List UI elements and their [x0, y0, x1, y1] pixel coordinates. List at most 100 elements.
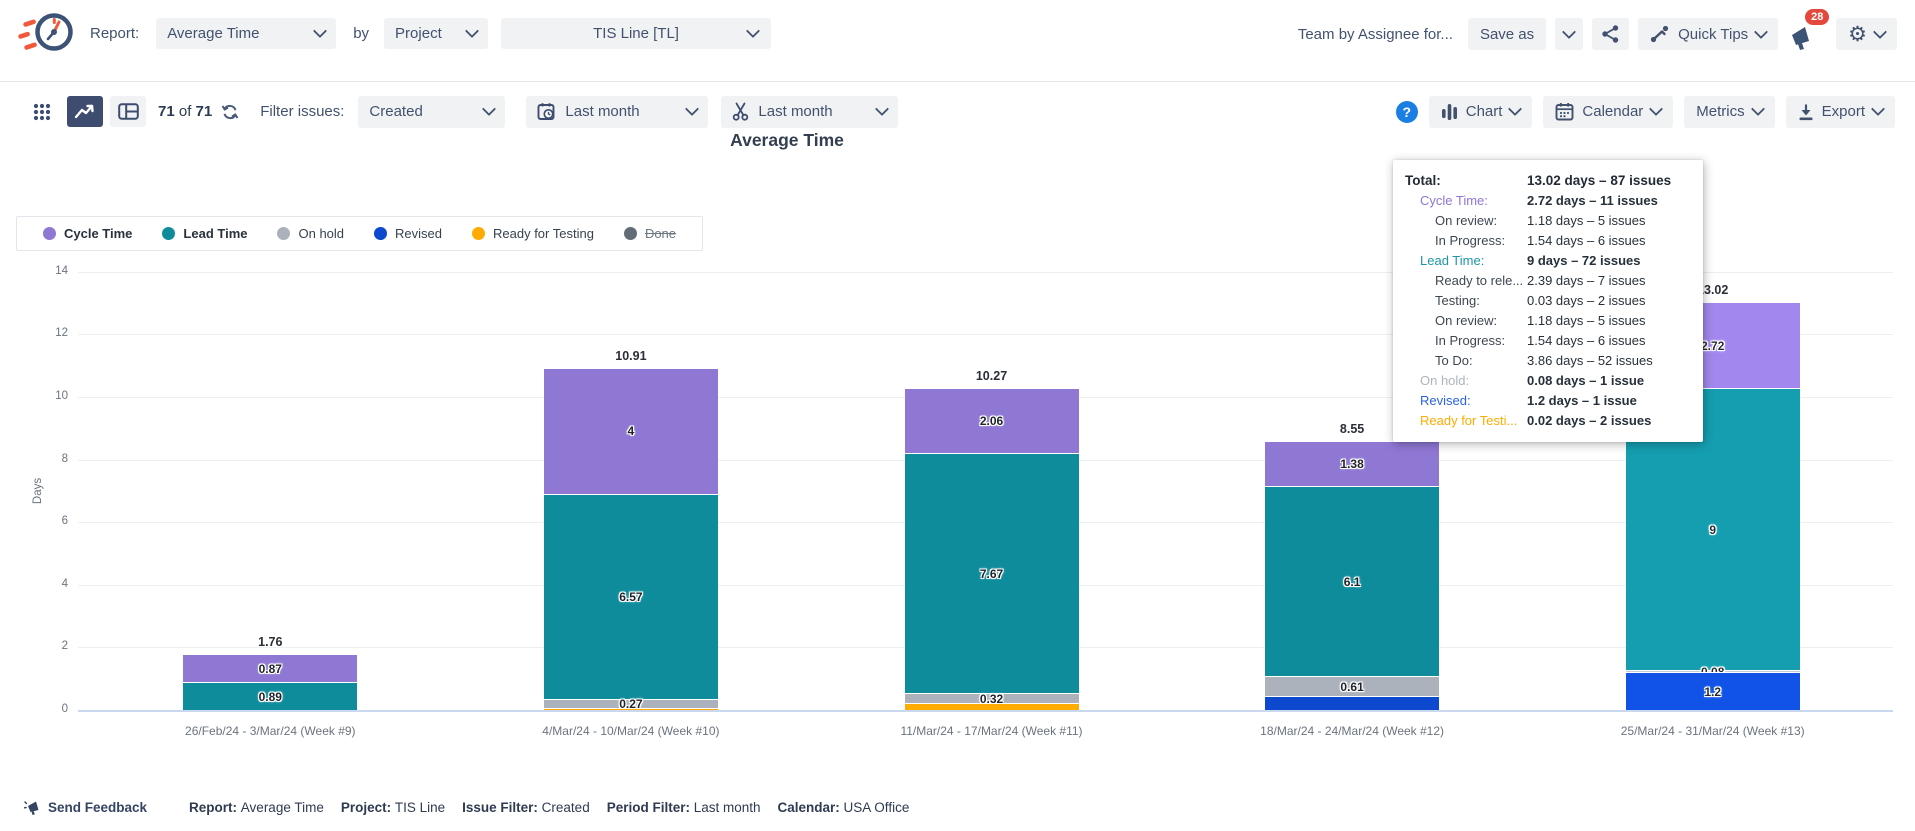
export-menu-button[interactable]: Export — [1785, 95, 1895, 128]
bar-segment[interactable]: 0.32 — [904, 691, 1079, 706]
bar-segment-label: 0.61 — [1340, 679, 1364, 694]
bar-segment[interactable] — [1265, 695, 1440, 710]
tooltip-row-value: 2.39 days – 7 issues — [1527, 273, 1646, 288]
notifications-button[interactable]: 28 — [1787, 9, 1830, 51]
bar-segment[interactable]: 0.27 — [543, 697, 718, 711]
tooltip-row: In Progress: 1.54 days – 6 issues — [1393, 231, 1703, 251]
footer-summary-value: Last month — [693, 800, 761, 815]
metrics-menu-label: Metrics — [1696, 103, 1745, 120]
chart-tooltip: Total: 13.02 days – 87 issues Cycle Time: 2… — [1393, 160, 1703, 442]
bar-segment[interactable]: 0.89 — [183, 682, 358, 710]
tooltip-row-value: 13.02 days – 87 issues — [1527, 173, 1672, 188]
bar-segment[interactable]: 6.1 — [1265, 485, 1440, 677]
grid-view-button[interactable] — [24, 96, 60, 127]
header-divider — [0, 81, 1915, 82]
calendar-menu-button[interactable]: Calendar — [1543, 95, 1674, 128]
worklog-filter-dropdown[interactable]: Last month — [721, 95, 899, 128]
legend-item[interactable]: On hold — [277, 226, 344, 241]
send-feedback-label: Send Feedback — [48, 800, 148, 815]
chart-menu-button[interactable]: Chart — [1428, 95, 1533, 128]
bar-segment[interactable]: 4 — [543, 368, 718, 494]
refresh-button[interactable] — [218, 100, 242, 124]
legend-item[interactable]: Lead Time — [162, 226, 247, 241]
chart-title: Average Time — [730, 130, 844, 150]
y-axis-tick-label: 0 — [61, 703, 68, 715]
tooltip-row-value: 0.03 days – 2 issues — [1527, 293, 1646, 308]
tooltip-row-value: 1.18 days – 5 issues — [1527, 313, 1646, 328]
y-axis-tick-label: 10 — [55, 390, 68, 402]
tooltip-row-label: In Progress: — [1435, 333, 1506, 348]
gear-icon: ⚙ — [1848, 22, 1867, 46]
bar-segment-label: 4 — [627, 424, 635, 439]
footer-summary-label: Period Filter: — [606, 800, 694, 815]
bar-week-1[interactable]: 0.87 0.89 — [183, 654, 358, 710]
tooltip-row-value: 0.02 days – 2 issues — [1527, 413, 1652, 428]
bar-segment[interactable]: 6.57 — [543, 493, 718, 700]
group-by-dropdown[interactable]: Project — [384, 17, 489, 49]
metrics-menu-button[interactable]: Metrics — [1684, 95, 1775, 128]
bar-segment[interactable]: 0.61 — [1265, 676, 1440, 696]
footer-summary-label: Issue Filter: — [462, 800, 542, 815]
legend-item[interactable]: Cycle Time — [43, 226, 132, 241]
bar-total-label: 10.91 — [615, 348, 647, 363]
bar-week-2[interactable]: 4 6.57 0.27 — [543, 368, 718, 711]
period-filter-dropdown[interactable]: Last month — [526, 95, 709, 128]
bar-segment[interactable]: 1.2 — [1625, 672, 1800, 710]
footer-summary-value: TIS Line — [394, 800, 446, 815]
y-axis-tick-label: 2 — [61, 640, 68, 653]
x-axis-label: 18/Mar/24 - 24/Mar/24 (Week #12) — [1260, 724, 1445, 738]
refresh-icon — [221, 104, 239, 119]
tooltip-row: Testing: 0.03 days – 2 issues — [1393, 291, 1703, 311]
bar-segment[interactable]: 1.38 — [1265, 442, 1440, 486]
send-feedback-link[interactable]: Send Feedback — [24, 799, 147, 816]
tooltip-row-value: 0.08 days – 1 issue — [1527, 373, 1645, 388]
saved-report-name[interactable]: Team by Assignee for... — [1297, 25, 1453, 43]
bar-segment[interactable]: 7.67 — [904, 453, 1079, 694]
save-as-menu-button[interactable] — [1555, 18, 1584, 50]
bar-week-3[interactable]: 2.06 7.67 0.32 — [904, 388, 1079, 710]
legend-item[interactable]: Done — [623, 226, 676, 241]
x-axis-label: 4/Mar/24 - 10/Mar/24 (Week #10) — [542, 724, 720, 738]
megaphone-icon — [1792, 27, 1810, 50]
issue-filter-dropdown[interactable]: Created — [358, 95, 506, 128]
report-label: Report: — [90, 24, 140, 42]
board-view-button[interactable] — [110, 96, 146, 127]
bar-segment[interactable]: 2.06 — [904, 388, 1079, 454]
x-axis-label: 11/Mar/24 - 17/Mar/24 (Week #11) — [900, 724, 1083, 738]
bar-segment[interactable]: 0.87 — [183, 654, 358, 683]
worklog-filter-value: Last month — [758, 103, 833, 120]
settings-button[interactable]: ⚙ — [1836, 18, 1897, 50]
tooltip-row-label: On hold: — [1420, 373, 1470, 388]
issue-count: 71 of 71 — [158, 103, 212, 120]
save-as-label: Save as — [1479, 25, 1535, 43]
grid-line — [78, 271, 1893, 273]
y-axis-tick-label: 4 — [61, 577, 68, 590]
share-icon — [1602, 25, 1619, 43]
chart-view-button[interactable] — [67, 96, 103, 127]
calendar-menu-label: Calendar — [1582, 103, 1644, 120]
chart-menu-label: Chart — [1465, 103, 1503, 120]
tooltip-row: Ready for Testi... 0.02 days – 2 issues — [1393, 411, 1703, 431]
quick-tips-button[interactable]: Quick Tips — [1638, 18, 1779, 50]
help-button[interactable]: ? — [1395, 100, 1418, 123]
issues-total: 71 — [195, 103, 213, 120]
tooltip-row: In Progress: 1.54 days – 6 issues — [1393, 331, 1703, 351]
legend-item[interactable]: Revised — [374, 226, 442, 241]
tooltip-row-label: Total: — [1405, 173, 1441, 188]
report-dropdown[interactable]: Average Time — [156, 17, 337, 49]
bar-segment[interactable] — [904, 703, 1079, 710]
chart-legend: Cycle Time Lead Time On hold Revised Ready f… — [16, 216, 704, 251]
y-axis-tick-label: 8 — [61, 452, 68, 465]
legend-item[interactable]: Ready for Testing — [472, 226, 594, 241]
tooltip-row-value: 3.86 days – 52 issues — [1527, 353, 1653, 368]
share-button[interactable] — [1592, 18, 1630, 50]
bar-segment[interactable] — [543, 707, 718, 710]
footer: Send Feedback Report: Average Time Projec… — [24, 799, 909, 816]
bar-week-4[interactable]: 1.38 6.1 0.61 — [1265, 442, 1440, 710]
project-scope-dropdown[interactable]: TIS Line [TL] — [501, 17, 772, 49]
footer-summary-item: Period Filter: Last month — [607, 800, 761, 815]
bar-segment-label: 0.32 — [979, 691, 1004, 706]
bar-segment-label: 0.27 — [619, 697, 643, 712]
save-as-button[interactable]: Save as — [1467, 18, 1547, 50]
calendar-clock-icon — [537, 102, 555, 120]
